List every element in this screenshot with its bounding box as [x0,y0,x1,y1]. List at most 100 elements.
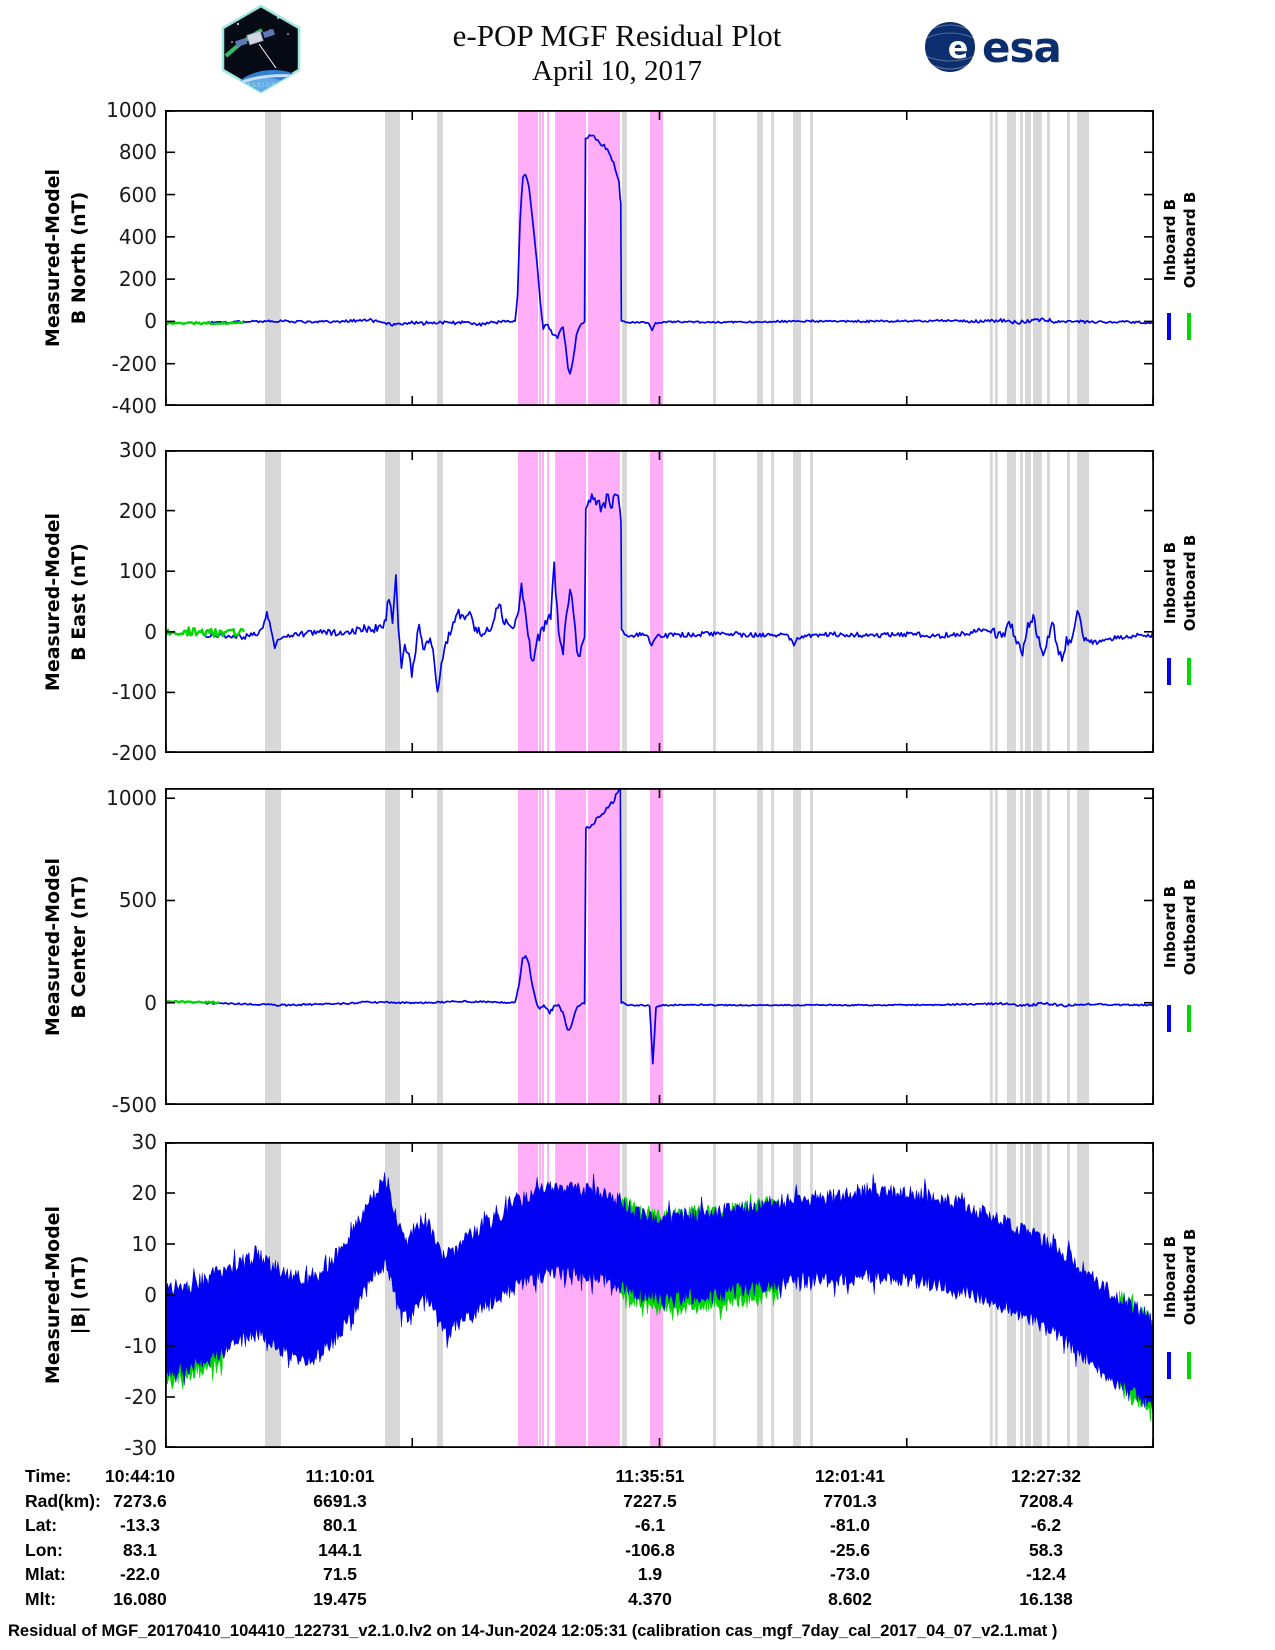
esa-wordmark: esa [982,23,1061,72]
y-tick-label: 30 [131,1130,157,1154]
maneuver-band [650,110,663,406]
ephemeris-row-label-lon: Lon: [25,1539,63,1560]
ephemeris-value: 83.1 [122,1539,158,1560]
maneuver-band [650,788,663,1105]
ephemeris-value: 11:10:01 [305,1466,375,1486]
ephemeris-value: 80.1 [322,1515,358,1535]
trace-outboard-b-east [165,626,246,638]
y-tick-label: 500 [118,888,157,913]
legend-inboard-label: Inboard B [1161,1235,1179,1318]
ephemeris-value: 7701.3 [823,1490,877,1511]
legend-outboard-label: Outboard B [1181,879,1199,976]
y-tick-label: 0 [144,1283,157,1307]
panel-b-east-plot [165,450,1154,753]
axes-frame [165,1142,1154,1448]
data-gap-band [1033,450,1042,753]
axes-frame [165,788,1154,1105]
data-gap-band [771,450,775,753]
y-tick-label: 10 [131,1232,157,1256]
legend-inboard-label: Inboard B [1161,199,1179,282]
cassiope-mission-patch: CASSIOPE [221,4,301,94]
y-tick-label: 800 [118,140,157,165]
footer-provenance-text: Residual of MGF_20170410_104410_122731_v… [8,1622,1058,1640]
maneuver-band [539,1142,541,1448]
maneuver-band [542,110,544,406]
data-gap-band [1025,788,1031,1105]
axes-frame [165,110,1154,406]
data-gap-band [989,450,993,753]
ephemeris-value: 1.9 [637,1564,663,1584]
y-tick-label: 0 [144,990,157,1015]
maneuver-band [518,788,538,1105]
legend-outboard-label: Outboard B [1181,191,1199,289]
data-gap-band [265,110,281,406]
ephemeris-value: 12:01:41 [814,1466,886,1486]
data-gap-band [1007,450,1016,753]
figure-title: e-POP MGF Residual Plot [452,18,782,53]
data-gap-band [385,788,400,1105]
panel-b-north-plot [165,110,1154,406]
data-gap-band [1067,788,1070,1105]
data-gap-band [1025,450,1031,753]
maneuver-band [555,110,587,406]
y-axis-label-b-center: Measured-Model B Center (nT) [40,857,92,1035]
ephemeris-row-label-time: Time: [25,1466,72,1486]
maneuver-band [542,788,544,1105]
data-gap-band [793,450,801,753]
data-gap-band [1007,788,1016,1105]
data-gap-band [437,788,443,1105]
y-tick-label: 1000 [106,98,157,122]
data-gap-band [989,788,993,1105]
data-gap-band [1033,788,1042,1105]
data-gap-band [994,788,998,1105]
maneuver-band [539,110,541,406]
ephemeris-value: -106.8 [625,1539,675,1560]
data-gap-band [1020,788,1023,1105]
y-axis-label-b-magnitude: Measured-Model |B| (nT) [40,1206,92,1384]
ephemeris-value: -81.0 [830,1515,870,1535]
y-tick-label: 0 [144,619,157,644]
y-tick-label: -30 [124,1436,157,1460]
legend-b-magnitude: Inboard B Outboard B [1160,1228,1200,1325]
maneuver-band [518,450,538,753]
data-gap-band [1033,110,1042,406]
svg-text:e: e [948,31,968,66]
ephemeris-value: -25.6 [830,1539,870,1560]
data-gap-band [810,110,813,406]
maneuver-band [588,450,620,753]
y-axis-label-line2: B North (nT) [68,191,90,325]
data-gap-band [1025,110,1031,406]
figure-date: April 10, 2017 [532,55,702,87]
axes-frame [165,450,1154,753]
data-gap-band [622,788,627,1105]
y-tick-label: -500 [111,1093,157,1117]
y-tick-label: 20 [131,1181,157,1205]
ephemeris-row-label-mlat: Mlat: [25,1564,66,1584]
maneuver-band [547,110,550,406]
ephemeris-value: -13.3 [120,1515,160,1535]
esa-logo: e esa [924,22,1062,72]
trace-inboard-b-east [203,493,1154,693]
ephemeris-value: 16.138 [1019,1588,1073,1609]
maneuver-band [588,788,620,1105]
data-gap-band [1047,788,1050,1105]
y-axis-label-line2: B Center (nT) [68,874,90,1019]
ephemeris-row-label-radkm: Rad(km): [25,1490,101,1511]
legend-outboard-label: Outboard B [1181,535,1199,632]
y-axis-label-line2: B East (nT) [68,542,90,661]
legend-inboard-swatch [1167,312,1171,340]
y-axis-label-line1: Measured-Model [42,857,64,1036]
y-tick-label: -100 [111,680,157,705]
y-tick-label: 100 [118,559,157,584]
y-tick-label: 1000 [106,786,157,811]
legend-inboard-swatch [1167,1351,1171,1379]
data-gap-band [1007,110,1016,406]
trace-outboard-b-north [165,320,245,326]
ephemeris-value: 58.3 [1028,1539,1064,1560]
y-tick-label: 0 [144,309,157,334]
data-gap-band [1077,450,1090,753]
esa-globe-icon [925,22,975,72]
data-gap-band [622,1142,627,1448]
maneuver-band [650,450,663,753]
